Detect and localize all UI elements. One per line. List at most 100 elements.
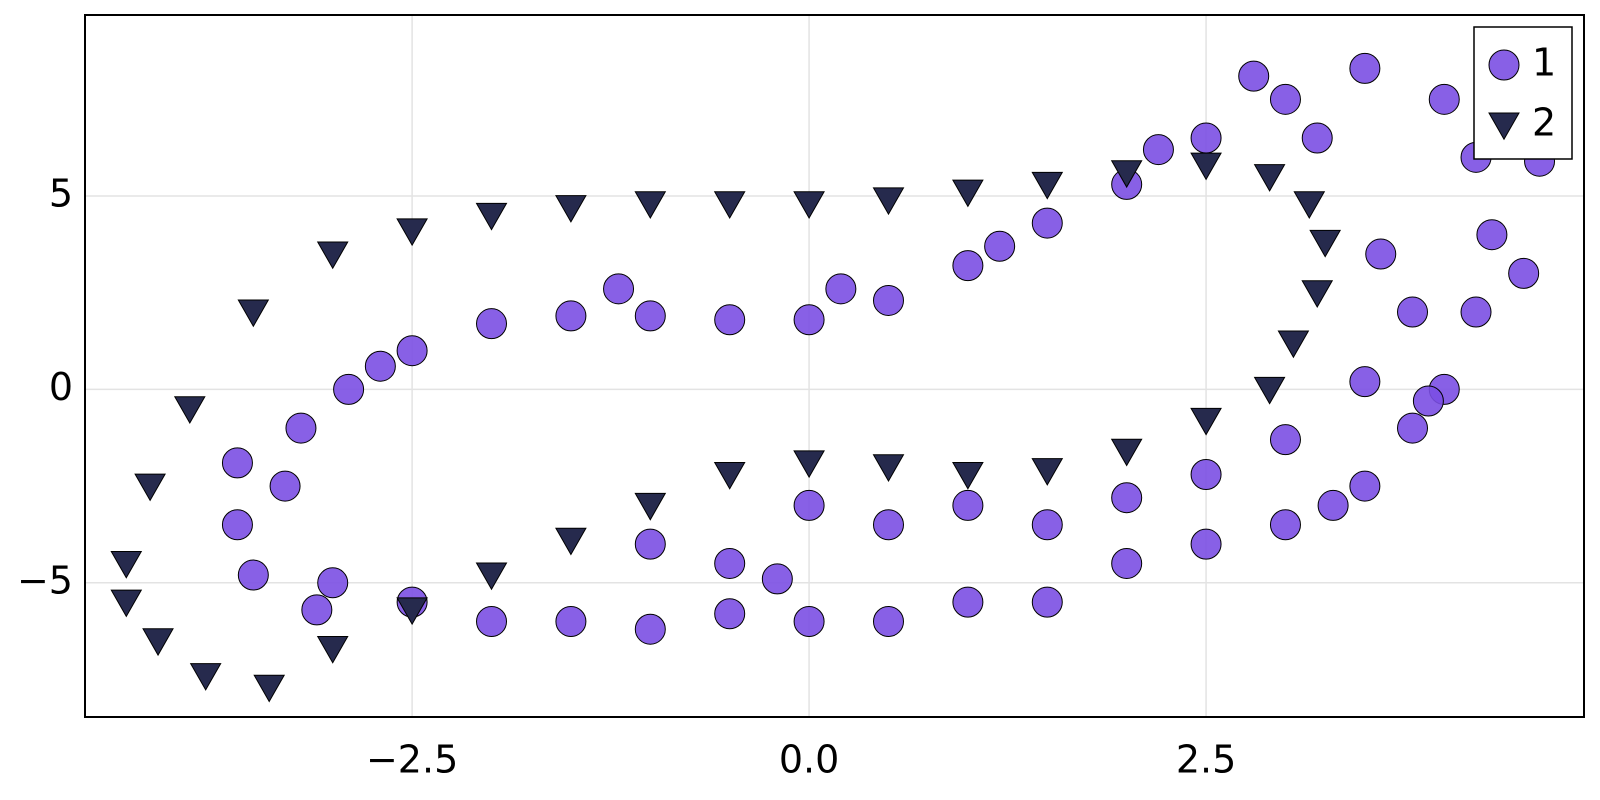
point: [793, 304, 825, 336]
point: [872, 605, 904, 637]
point: [1309, 229, 1342, 258]
point: [1190, 528, 1222, 560]
point: [761, 563, 793, 595]
point: [301, 594, 333, 626]
point: [1349, 366, 1381, 398]
legend-label: 2: [1532, 101, 1556, 145]
point: [476, 308, 508, 340]
x-tick-label: 2.5: [1176, 738, 1236, 782]
point: [1031, 586, 1063, 618]
point: [1301, 280, 1334, 308]
point: [714, 304, 746, 336]
legend-marker: [1488, 112, 1520, 141]
point: [396, 335, 428, 367]
point: [793, 605, 825, 637]
point: [221, 447, 253, 479]
point: [1365, 238, 1397, 270]
point: [134, 473, 166, 502]
point: [316, 636, 349, 664]
point: [1269, 83, 1301, 115]
point: [872, 454, 905, 483]
point: [793, 191, 825, 220]
point: [1031, 509, 1063, 541]
point: [221, 509, 253, 541]
point: [555, 195, 587, 223]
legend-marker: [1488, 49, 1520, 81]
point: [1190, 152, 1222, 181]
point: [1301, 122, 1333, 154]
point: [1397, 412, 1429, 444]
legend: 12: [1473, 26, 1573, 160]
point: [713, 461, 746, 490]
point: [1293, 191, 1326, 220]
point: [1277, 330, 1310, 359]
point: [825, 273, 857, 305]
point: [1460, 296, 1492, 328]
point: [793, 489, 825, 521]
y-tick-label: 0: [49, 365, 73, 409]
point: [555, 605, 587, 637]
point: [714, 598, 746, 630]
point: [1111, 547, 1143, 579]
point: [110, 550, 143, 579]
point: [475, 562, 508, 591]
y-tick-label: −5: [17, 558, 73, 602]
point: [237, 559, 269, 591]
point: [603, 273, 635, 305]
x-tick-label: 0.0: [779, 738, 839, 782]
point: [634, 300, 666, 332]
point: [555, 527, 587, 556]
point: [872, 509, 904, 541]
point: [333, 373, 365, 405]
point: [142, 628, 174, 657]
point: [952, 586, 984, 618]
legend-label: 1: [1532, 41, 1556, 85]
point: [1031, 171, 1064, 200]
point: [1190, 122, 1222, 154]
point: [713, 191, 746, 220]
point: [1190, 407, 1222, 436]
point: [1428, 83, 1460, 115]
point: [1142, 134, 1174, 166]
point: [1031, 458, 1064, 486]
point: [189, 663, 222, 691]
point: [1110, 438, 1143, 467]
point: [952, 489, 984, 521]
point: [396, 218, 428, 247]
point: [1111, 482, 1143, 514]
point: [1110, 160, 1143, 189]
legend-box: [1473, 26, 1573, 160]
point: [952, 250, 984, 282]
x-tick-label: −2.5: [366, 738, 458, 782]
point: [1349, 470, 1381, 502]
point: [364, 350, 396, 382]
point: [1269, 509, 1301, 541]
plot-frame: [84, 14, 1585, 718]
point: [1269, 424, 1301, 456]
point: [317, 567, 349, 599]
point: [1253, 164, 1286, 192]
point: [634, 191, 667, 220]
point: [253, 674, 286, 703]
point: [1238, 60, 1270, 92]
point: [1476, 219, 1508, 251]
point: [1508, 257, 1540, 289]
point: [173, 396, 206, 424]
point: [1349, 52, 1381, 84]
point: [634, 528, 666, 560]
point: [872, 187, 905, 216]
point: [714, 547, 746, 579]
point: [555, 300, 587, 332]
point: [952, 461, 984, 490]
point: [476, 605, 508, 637]
point: [269, 470, 301, 502]
point: [952, 179, 984, 208]
point: [872, 284, 904, 316]
point: [285, 412, 317, 444]
point: [396, 597, 428, 626]
point: [984, 230, 1016, 262]
point: [634, 613, 666, 645]
point: [1412, 385, 1444, 417]
point: [475, 202, 508, 231]
